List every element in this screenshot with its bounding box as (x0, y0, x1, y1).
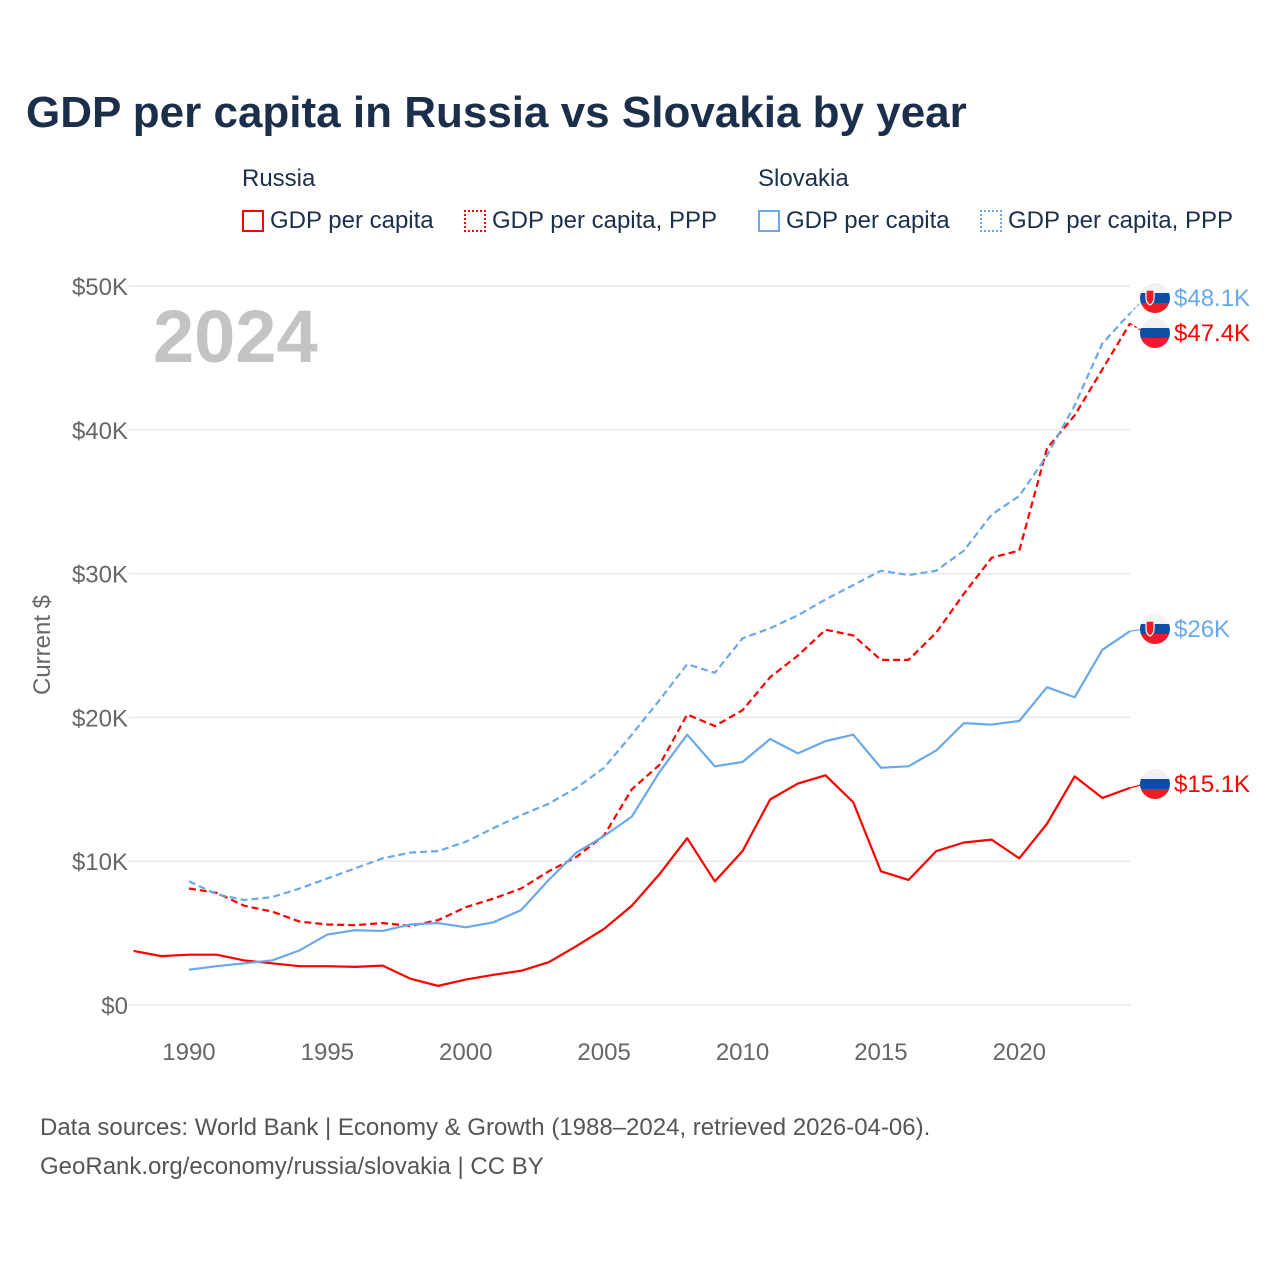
end-value-label: $48.1K (1174, 285, 1250, 312)
y-tick-label: $0 (101, 993, 128, 1020)
end-value-label: $15.1K (1174, 771, 1250, 798)
flag-stripes (1140, 769, 1170, 799)
flag-stripes (1140, 614, 1170, 644)
legend-label: GDP per capita (786, 207, 950, 234)
footer-link[interactable]: GeoRank.org/economy/russia/slovakia | CC… (40, 1153, 544, 1180)
x-tick-label: 2015 (854, 1039, 907, 1066)
flag-stripes (1140, 318, 1170, 348)
legend-label: GDP per capita, PPP (492, 207, 717, 234)
flag-stripe-red (1140, 338, 1170, 348)
russia-flag-icon (1140, 769, 1170, 799)
legend-label: GDP per capita (270, 207, 434, 234)
series-line-russia-gdp-per-capita (133, 774, 1131, 987)
flag-stripe-red (1140, 634, 1170, 644)
flag-coat-of-arms (1145, 289, 1155, 306)
y-tick-label: $20K (72, 705, 128, 732)
series-line-slovakia-gdp-per-capita-ppp (188, 312, 1131, 902)
series-line-russia-gdp-per-capita-ppp (188, 322, 1131, 928)
flag-stripe-white (1140, 318, 1170, 328)
flag-stripe-white (1140, 283, 1170, 293)
flag-stripe-blue (1140, 624, 1170, 634)
y-tick-label: $10K (72, 849, 128, 876)
flag-stripe-blue (1140, 293, 1170, 303)
legend-russia-ppp[interactable]: GDP per capita, PPP (464, 207, 717, 235)
flag-stripe-blue (1140, 328, 1170, 338)
legend-slovakia-gdp[interactable]: GDP per capita (758, 207, 950, 235)
chart-title: GDP per capita in Russia vs Slovakia by … (26, 88, 967, 137)
footer: Data sources: World Bank | Economy & Gro… (40, 1108, 930, 1186)
end-value-label: $47.4K (1174, 320, 1250, 347)
end-connector (1129, 322, 1146, 334)
legend-swatch (464, 210, 486, 232)
flag-stripe-blue (1140, 779, 1170, 789)
legend-label: GDP per capita, PPP (1008, 207, 1233, 234)
slovakia-flag-icon (1140, 283, 1170, 313)
x-tick-label: 2005 (577, 1039, 630, 1066)
flag-stripe-red (1140, 789, 1170, 799)
legend-group-russia: Russia (242, 165, 316, 192)
legend-swatch (758, 210, 780, 232)
y-tick-label: $30K (72, 562, 128, 589)
x-tick-label: 1995 (301, 1039, 354, 1066)
legend-group-slovakia: Slovakia (758, 165, 849, 192)
slovakia-flag-icon (1140, 614, 1170, 644)
y-tick-label: $50K (72, 274, 128, 301)
y-tick-label: $40K (72, 418, 128, 445)
series-line-slovakia-gdp-per-capita (188, 630, 1131, 971)
x-tick-label: 2010 (716, 1039, 769, 1066)
flag-stripe-red (1140, 303, 1170, 313)
end-value-label: $26K (1174, 616, 1230, 643)
legend-swatch (980, 210, 1002, 232)
year-watermark: 2024 (153, 295, 318, 378)
footer-sources: Data sources: World Bank | Economy & Gro… (40, 1114, 931, 1141)
legend-slovakia-ppp[interactable]: GDP per capita, PPP (980, 207, 1233, 235)
x-tick-label: 1990 (162, 1039, 215, 1066)
flag-stripe-white (1140, 769, 1170, 779)
legend-russia-gdp[interactable]: GDP per capita (242, 207, 434, 235)
flag-stripe-white (1140, 614, 1170, 624)
russia-flag-icon (1140, 318, 1170, 348)
x-tick-label: 2020 (993, 1039, 1046, 1066)
flag-stripes (1140, 283, 1170, 313)
y-axis-label: Current $ (29, 595, 56, 695)
x-tick-label: 2000 (439, 1039, 492, 1066)
legend-swatch (242, 210, 264, 232)
flag-coat-of-arms (1145, 620, 1155, 637)
